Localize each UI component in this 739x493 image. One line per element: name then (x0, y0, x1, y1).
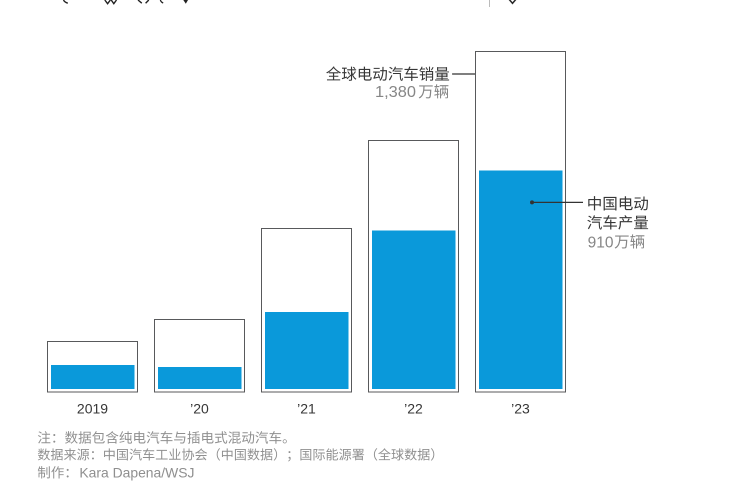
svg-text:’20: ’20 (190, 401, 209, 417)
svg-text:Kara Dapena/WSJ: Kara Dapena/WSJ (79, 464, 194, 480)
svg-text:’22: ’22 (404, 401, 423, 417)
svg-text:’21: ’21 (297, 401, 316, 417)
svg-text:910: 910 (588, 234, 614, 251)
svg-text:’23: ’23 (511, 401, 530, 417)
svg-text:2019: 2019 (77, 401, 108, 417)
svg-text:1,380: 1,380 (375, 84, 416, 101)
